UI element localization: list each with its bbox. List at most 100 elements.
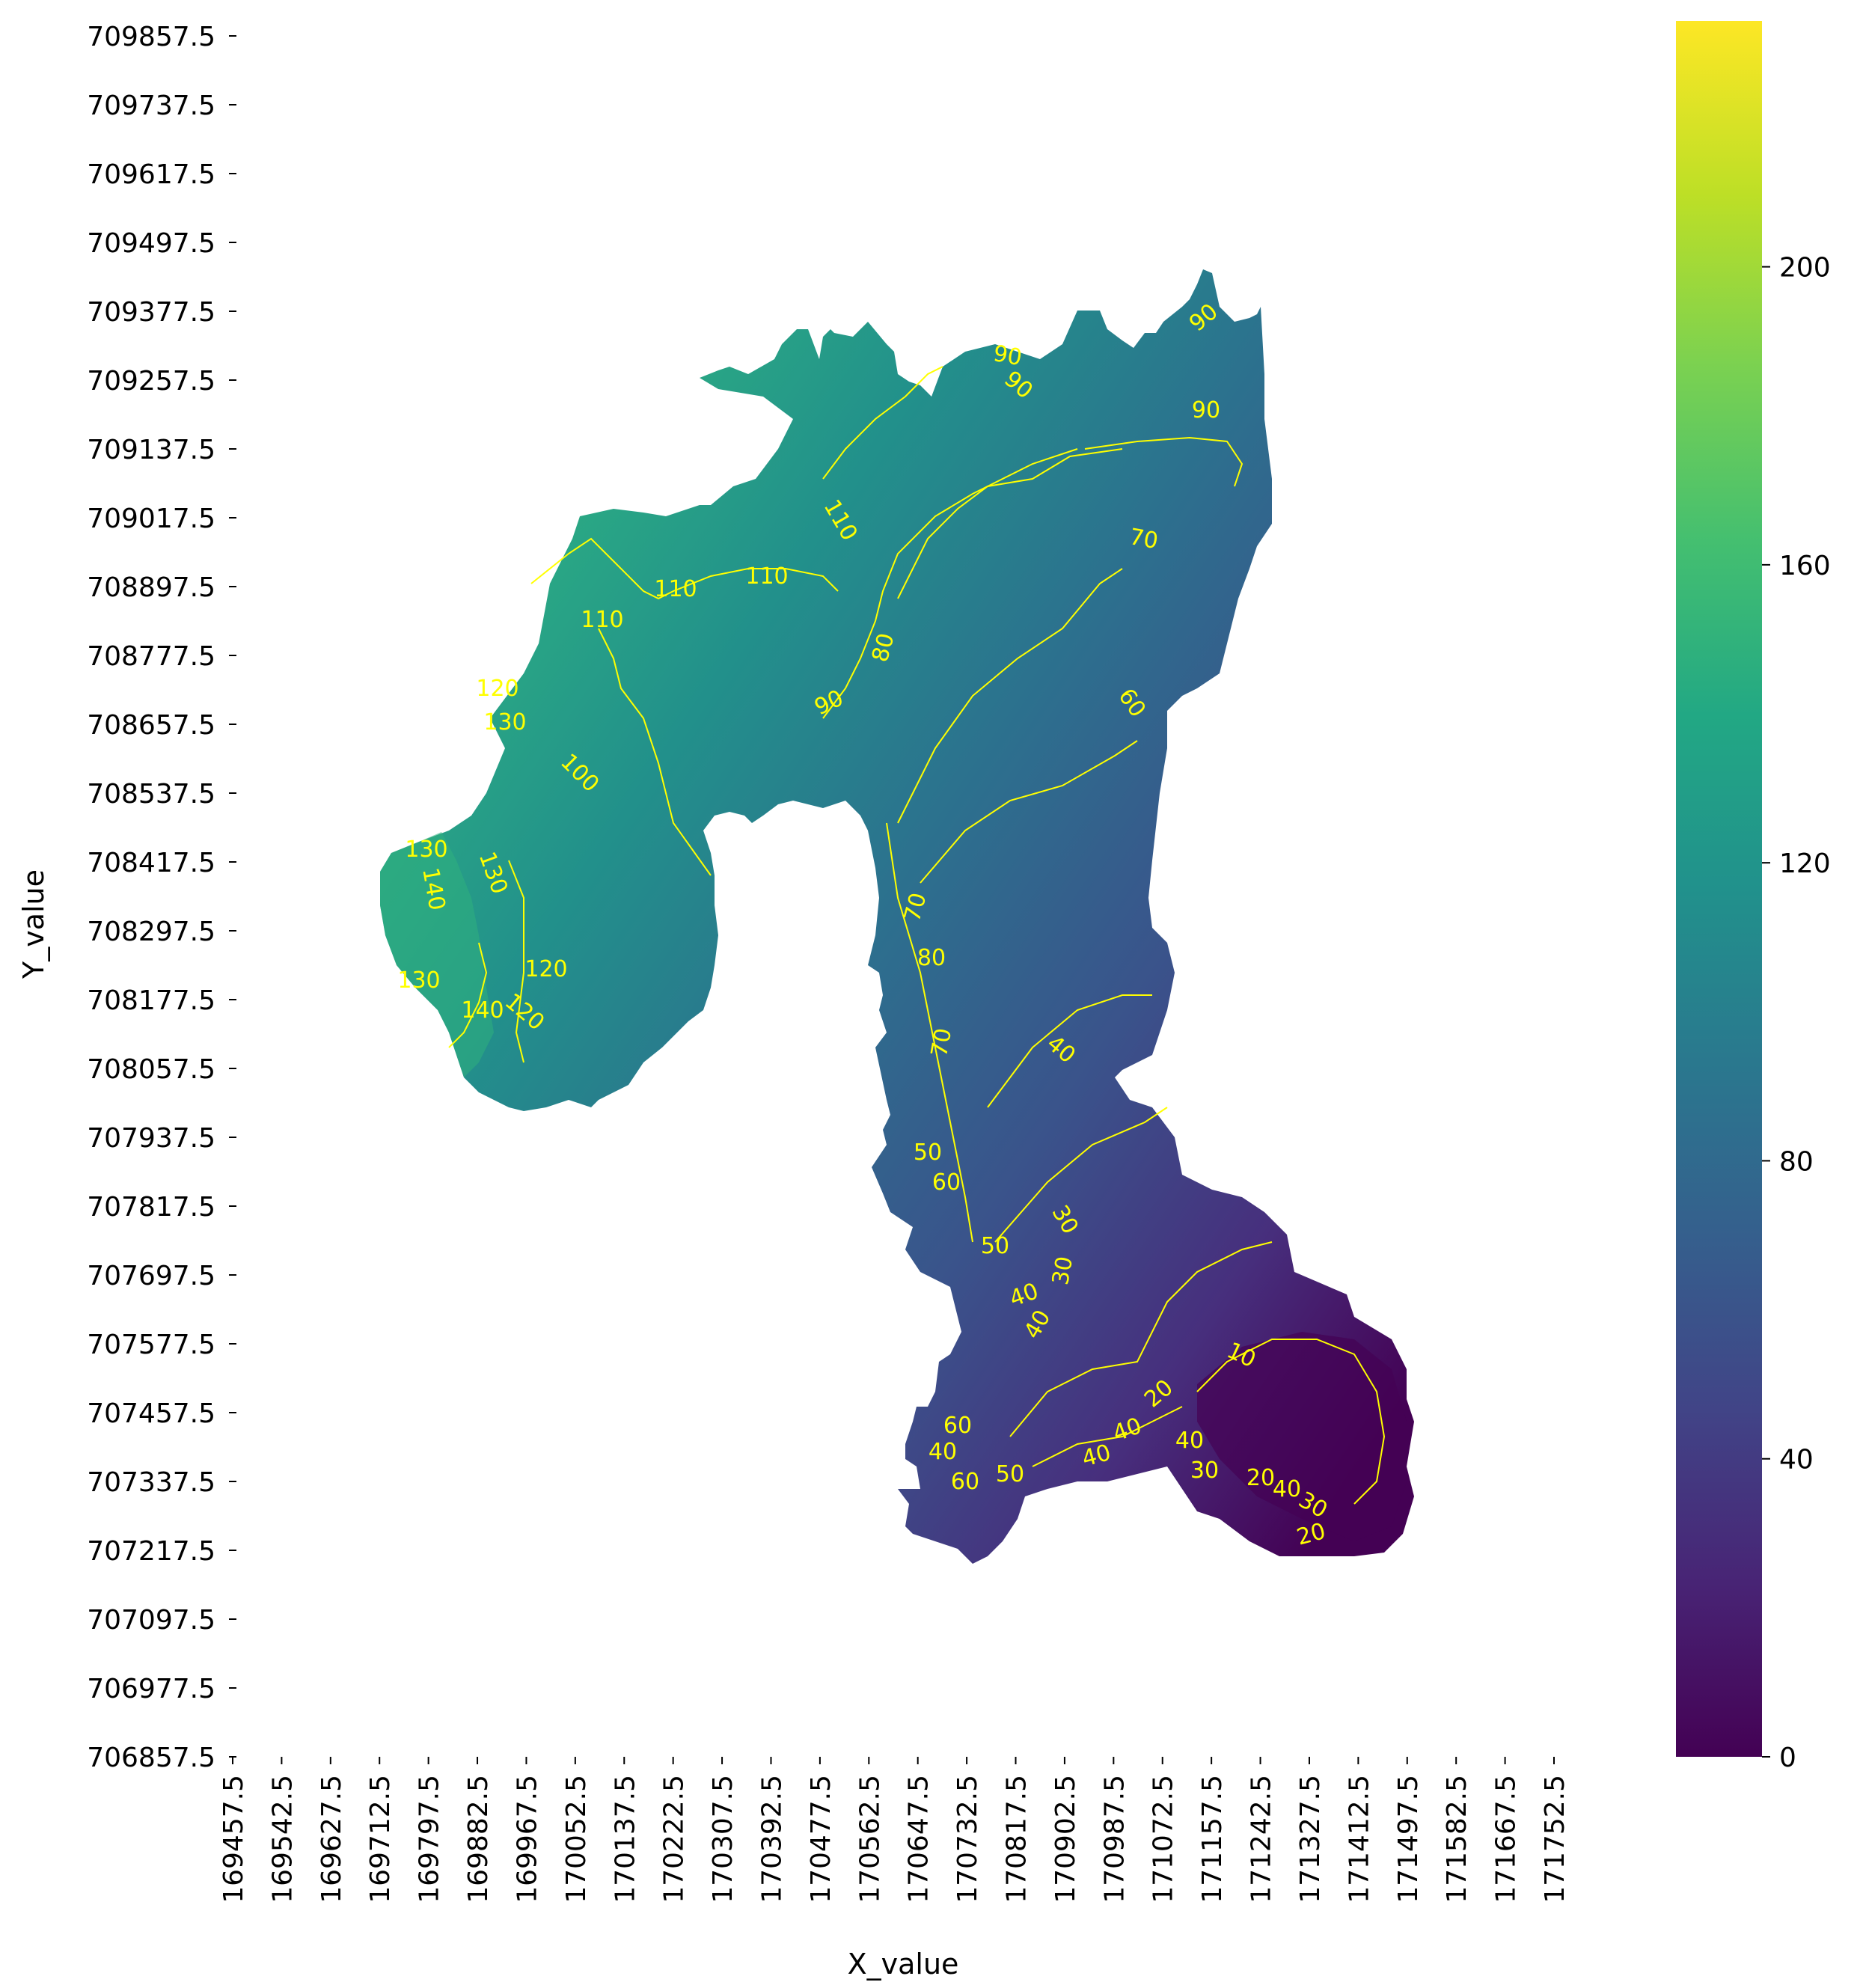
y-tick-label: 708537.5 bbox=[87, 779, 215, 810]
y-axis: 709857.5 709737.5 709617.5 709497.5 709377.5… bbox=[87, 22, 236, 1773]
y-tick-label: 707577.5 bbox=[87, 1330, 215, 1360]
x-tick-label: 171752.5 bbox=[1540, 1775, 1570, 1903]
y-tick-label: 707217.5 bbox=[87, 1536, 215, 1567]
contour-line-100 bbox=[598, 628, 712, 876]
contour-label: 90 bbox=[991, 340, 1024, 371]
x-tick-label: 170052.5 bbox=[561, 1775, 592, 1903]
y-tick-label: 707817.5 bbox=[87, 1192, 215, 1223]
contour-label: 120 bbox=[524, 956, 567, 982]
contour-label: 130 bbox=[483, 709, 526, 735]
y-tick-label: 709377.5 bbox=[87, 297, 215, 328]
contour-label: 40 bbox=[1175, 1428, 1204, 1454]
colorbar-tick-label: 120 bbox=[1779, 848, 1831, 879]
contour-line-20 bbox=[1009, 1241, 1273, 1437]
x-tick-label: 169882.5 bbox=[463, 1775, 494, 1903]
contour-label: 110 bbox=[745, 563, 788, 590]
contour-label: 140 bbox=[461, 997, 504, 1024]
y-tick-label: 708657.5 bbox=[87, 710, 215, 741]
contour-line-120-west bbox=[508, 860, 524, 1063]
contour-label: 130 bbox=[405, 837, 447, 863]
contour-label: 60 bbox=[943, 1413, 972, 1439]
x-tick-label: 170902.5 bbox=[1050, 1775, 1081, 1903]
y-tick-label: 707697.5 bbox=[87, 1261, 215, 1291]
contour-label: 50 bbox=[981, 1233, 1009, 1259]
x-tick-label: 170392.5 bbox=[756, 1775, 787, 1903]
contour-line-40 bbox=[987, 994, 1152, 1108]
contour-line-10 bbox=[1196, 1339, 1386, 1505]
x-tick-label: 171497.5 bbox=[1393, 1775, 1424, 1903]
colorbar bbox=[1676, 21, 1762, 1757]
contour-label: 60 bbox=[951, 1469, 979, 1495]
y-tick-label: 708297.5 bbox=[87, 917, 215, 947]
colorbar-tick-label: 80 bbox=[1779, 1146, 1814, 1177]
y-tick-label: 709737.5 bbox=[87, 91, 215, 121]
x-tick-label: 169797.5 bbox=[414, 1775, 445, 1903]
y-tick-label: 708177.5 bbox=[87, 985, 215, 1016]
contour-label: 90 bbox=[1192, 397, 1220, 423]
contour-line-130-west bbox=[448, 942, 488, 1048]
contour-line-50 bbox=[920, 740, 1138, 884]
colorbar-tick-label: 0 bbox=[1779, 1743, 1796, 1773]
y-tick-label: 709137.5 bbox=[87, 435, 215, 465]
x-tick-label: 170137.5 bbox=[610, 1775, 640, 1903]
x-tick-label: 171242.5 bbox=[1246, 1775, 1277, 1903]
x-tick-label: 170647.5 bbox=[904, 1775, 934, 1903]
contour-label: 50 bbox=[914, 1140, 942, 1166]
contour-line-60 bbox=[897, 568, 1123, 824]
contour-line-90-east bbox=[1084, 436, 1243, 487]
colorbar-tick-label: 200 bbox=[1779, 253, 1831, 284]
x-tick-label: 171582.5 bbox=[1442, 1775, 1472, 1903]
y-tick-label: 708057.5 bbox=[87, 1054, 215, 1085]
x-axis: 169457.5 169542.5 169627.5 169712.5 169797.5… bbox=[218, 1757, 1570, 1903]
colorbar-tick-label: 40 bbox=[1779, 1445, 1814, 1475]
contour-line-south bbox=[1032, 1406, 1183, 1467]
colorbar-ticks: 0 40 80 120 160 200 bbox=[1762, 253, 1831, 1773]
contour-line-80 bbox=[822, 448, 1078, 719]
x-tick-label: 170477.5 bbox=[806, 1775, 836, 1903]
x-tick-label: 169457.5 bbox=[218, 1775, 249, 1903]
contour-label: 120 bbox=[476, 676, 518, 702]
colorbar-tick-label: 160 bbox=[1779, 551, 1831, 581]
contour-label: 70 bbox=[1128, 524, 1160, 554]
x-tick-label: 171412.5 bbox=[1344, 1775, 1374, 1903]
contour-label: 40 bbox=[929, 1439, 957, 1465]
terrain-region bbox=[380, 269, 1414, 1564]
x-tick-label: 170817.5 bbox=[1002, 1775, 1033, 1903]
y-tick-label: 709257.5 bbox=[87, 366, 215, 397]
y-tick-label: 707337.5 bbox=[87, 1467, 215, 1498]
y-axis-label: Y_value bbox=[17, 869, 50, 979]
contour-line-90-north bbox=[822, 366, 943, 480]
x-axis-label: X_value bbox=[848, 1948, 959, 1981]
contour-label: 50 bbox=[996, 1461, 1024, 1487]
x-tick-label: 171667.5 bbox=[1491, 1775, 1522, 1903]
x-tick-label: 169712.5 bbox=[365, 1775, 396, 1903]
contour-label: 80 bbox=[917, 945, 946, 971]
y-tick-label: 707937.5 bbox=[87, 1123, 215, 1154]
x-tick-label: 170307.5 bbox=[708, 1775, 738, 1903]
y-tick-label: 706977.5 bbox=[87, 1674, 215, 1704]
x-tick-label: 171072.5 bbox=[1148, 1775, 1179, 1903]
contour-label: 110 bbox=[654, 576, 697, 602]
contour-line-30 bbox=[994, 1107, 1168, 1243]
contour-line-110 bbox=[530, 537, 839, 600]
contour-label: 30 bbox=[1047, 1255, 1078, 1288]
x-tick-label: 171327.5 bbox=[1295, 1775, 1326, 1903]
y-tick-label: 708777.5 bbox=[87, 641, 215, 672]
x-tick-label: 169967.5 bbox=[512, 1775, 542, 1903]
contour-lines bbox=[448, 366, 1386, 1505]
y-tick-label: 706857.5 bbox=[87, 1743, 215, 1773]
y-tick-label: 709857.5 bbox=[87, 22, 215, 52]
x-tick-label: 170562.5 bbox=[854, 1775, 885, 1903]
y-tick-label: 707097.5 bbox=[87, 1605, 215, 1636]
contour-line-70 bbox=[897, 448, 1123, 599]
y-tick-label: 709497.5 bbox=[87, 228, 215, 259]
x-tick-label: 170732.5 bbox=[952, 1775, 983, 1903]
contour-line-valley bbox=[886, 822, 973, 1243]
x-tick-label: 169627.5 bbox=[316, 1775, 347, 1903]
x-tick-label: 170987.5 bbox=[1099, 1775, 1130, 1903]
y-tick-label: 707457.5 bbox=[87, 1398, 215, 1429]
contour-label: 60 bbox=[932, 1169, 961, 1196]
x-tick-label: 171157.5 bbox=[1197, 1775, 1228, 1903]
contour-label: 20 bbox=[1246, 1465, 1275, 1491]
